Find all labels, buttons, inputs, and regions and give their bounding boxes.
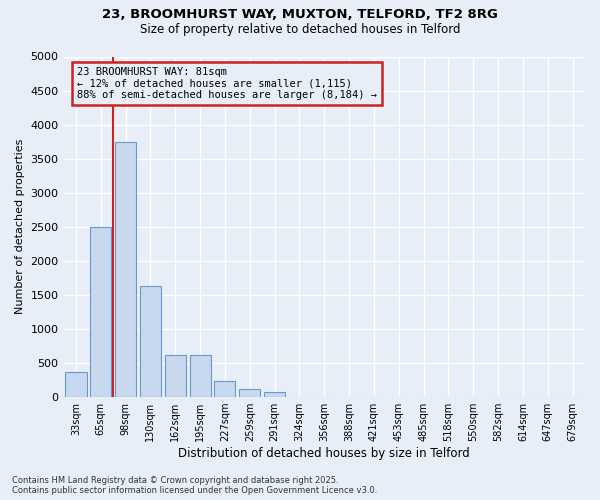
Bar bbox=[214, 382, 235, 397]
Text: 23, BROOMHURST WAY, MUXTON, TELFORD, TF2 8RG: 23, BROOMHURST WAY, MUXTON, TELFORD, TF2… bbox=[102, 8, 498, 20]
Bar bbox=[239, 389, 260, 397]
Text: Contains HM Land Registry data © Crown copyright and database right 2025.
Contai: Contains HM Land Registry data © Crown c… bbox=[12, 476, 377, 495]
Bar bbox=[115, 142, 136, 397]
Text: 23 BROOMHURST WAY: 81sqm
← 12% of detached houses are smaller (1,115)
88% of sem: 23 BROOMHURST WAY: 81sqm ← 12% of detach… bbox=[77, 66, 377, 100]
Bar bbox=[264, 392, 285, 397]
Bar bbox=[65, 372, 86, 397]
Y-axis label: Number of detached properties: Number of detached properties bbox=[15, 139, 25, 314]
X-axis label: Distribution of detached houses by size in Telford: Distribution of detached houses by size … bbox=[178, 447, 470, 460]
Bar bbox=[90, 227, 112, 397]
Bar bbox=[165, 355, 186, 397]
Bar bbox=[140, 286, 161, 397]
Text: Size of property relative to detached houses in Telford: Size of property relative to detached ho… bbox=[140, 22, 460, 36]
Bar bbox=[190, 355, 211, 397]
